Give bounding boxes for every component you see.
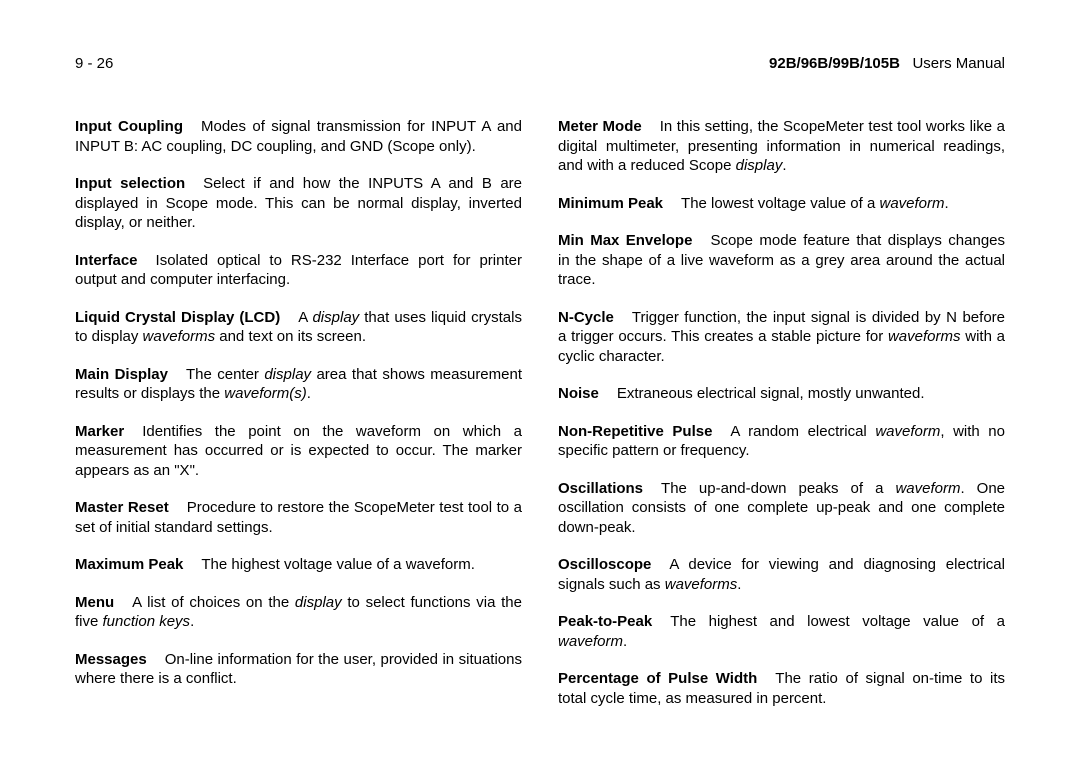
model-number: 92B/96B/99B/105B <box>769 55 900 72</box>
glossary-entry: InterfaceIsolated optical to RS-232 Inte… <box>75 251 522 290</box>
glossary-term: Menu <box>75 594 114 611</box>
glossary-term: Min Max Envelope <box>558 232 692 249</box>
glossary-definition: Extraneous electrical signal, mostly unw… <box>617 385 925 402</box>
manual-label: Users Manual <box>912 55 1005 72</box>
right-column: Meter ModeIn this setting, the ScopeMete… <box>558 102 1005 726</box>
glossary-entry: Percentage of Pulse WidthThe ratio of si… <box>558 669 1005 708</box>
glossary-entry: Main DisplayThe center display area that… <box>75 365 522 404</box>
glossary-entry: Minimum Peak The lowest voltage value of … <box>558 194 1005 214</box>
glossary-term: Minimum Peak <box>558 195 663 212</box>
glossary-term: Percentage of Pulse Width <box>558 670 757 687</box>
glossary-term: Interface <box>75 252 138 269</box>
glossary-entry: Maximum Peak The highest voltage value of… <box>75 555 522 575</box>
left-column: Input CouplingModes of signal transmissi… <box>75 102 522 726</box>
glossary-entry: Noise Extraneous electrical signal, mostl… <box>558 384 1005 404</box>
glossary-entry: MarkerIdentifies the point on the wavefo… <box>75 422 522 481</box>
glossary-term: Liquid Crystal Display (LCD) <box>75 309 280 326</box>
header-right: 92B/96B/99B/105B Users Manual <box>769 55 1005 72</box>
glossary-entry: Non-Repetitive PulseA random electrical … <box>558 422 1005 461</box>
glossary-entry: MessagesOn-line information for the user… <box>75 650 522 689</box>
glossary-entry: Liquid Crystal Display (LCD)A display th… <box>75 308 522 347</box>
glossary-term: Non-Repetitive Pulse <box>558 423 712 440</box>
glossary-term: Oscillations <box>558 480 643 497</box>
glossary-entry: Input selectionSelect if and how the INP… <box>75 174 522 233</box>
glossary-definition: A list of choices on the display to sele… <box>75 594 522 631</box>
glossary-entry: Peak-to-PeakThe highest and lowest volta… <box>558 612 1005 651</box>
glossary-term: Main Display <box>75 366 168 383</box>
glossary-term: Messages <box>75 651 147 668</box>
glossary-entry: MenuA list of choices on the display to … <box>75 593 522 632</box>
glossary-term: Meter Mode <box>558 118 642 135</box>
glossary-term: N-Cycle <box>558 309 614 326</box>
glossary-entry: Meter ModeIn this setting, the ScopeMete… <box>558 117 1005 176</box>
glossary-definition: Identifies the point on the waveform on … <box>75 423 522 479</box>
page-header: 9 - 26 92B/96B/99B/105B Users Manual <box>75 55 1005 72</box>
glossary-term: Peak-to-Peak <box>558 613 652 630</box>
page-number: 9 - 26 <box>75 55 113 72</box>
glossary-term: Input Coupling <box>75 118 183 135</box>
glossary-term: Noise <box>558 385 599 402</box>
glossary-entry: Input CouplingModes of signal transmissi… <box>75 117 522 156</box>
content-columns: Input CouplingModes of signal transmissi… <box>75 102 1005 726</box>
glossary-definition: The lowest voltage value of a waveform. <box>681 195 949 212</box>
glossary-term: Marker <box>75 423 124 440</box>
glossary-entry: OscilloscopeA device for viewing and dia… <box>558 555 1005 594</box>
glossary-entry: OscillationsThe up-and-down peaks of a w… <box>558 479 1005 538</box>
glossary-term: Maximum Peak <box>75 556 183 573</box>
glossary-term: Oscilloscope <box>558 556 651 573</box>
glossary-definition: Trigger function, the input signal is di… <box>558 309 1005 365</box>
glossary-term: Input selection <box>75 175 185 192</box>
glossary-entry: Min Max EnvelopeScope mode feature that … <box>558 231 1005 290</box>
glossary-entry: N-CycleTrigger function, the input signa… <box>558 308 1005 367</box>
glossary-term: Master Reset <box>75 499 169 516</box>
glossary-definition: The highest voltage value of a waveform. <box>201 556 475 573</box>
manual-page: 9 - 26 92B/96B/99B/105B Users Manual Inp… <box>0 0 1080 762</box>
glossary-definition: Isolated optical to RS-232 Interface por… <box>75 252 522 289</box>
glossary-entry: Master ResetProcedure to restore the Sco… <box>75 498 522 537</box>
